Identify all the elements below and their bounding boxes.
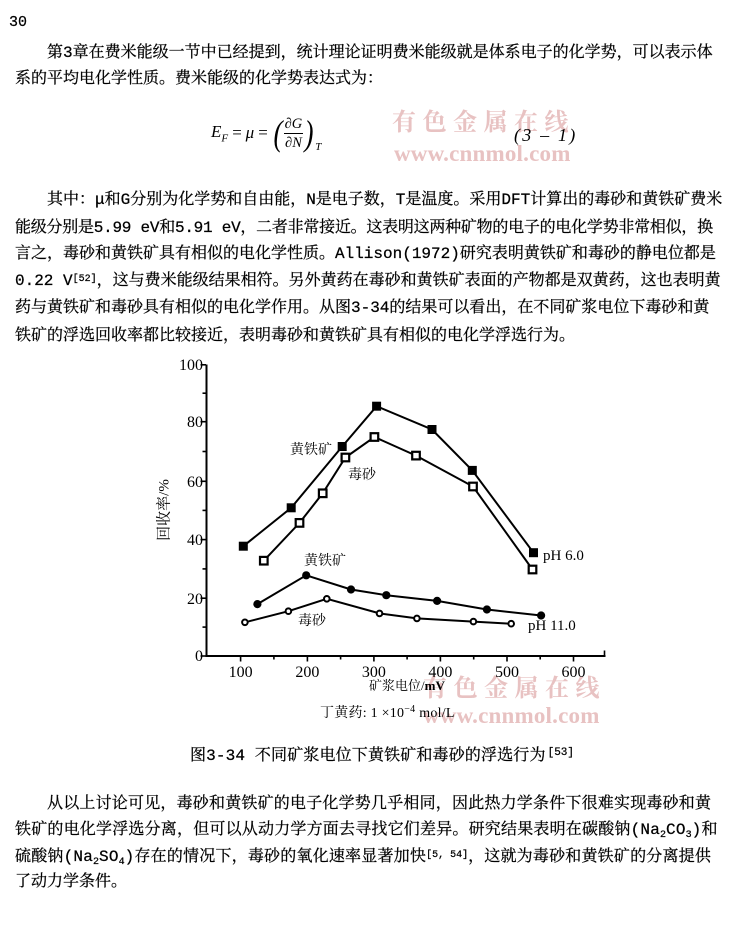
svg-text:丁黄药: 1 ×10−4 mol/L: 丁黄药: 1 ×10−4 mol/L — [320, 704, 455, 721]
svg-text:pH 11.0: pH 11.0 — [528, 618, 576, 634]
svg-text:矿浆电位/mV: 矿浆电位/mV — [369, 678, 445, 693]
svg-text:300: 300 — [362, 664, 386, 681]
svg-text:60: 60 — [187, 474, 203, 491]
svg-text:40: 40 — [187, 532, 203, 549]
svg-text:400: 400 — [428, 664, 452, 681]
svg-text:毒砂: 毒砂 — [298, 612, 327, 628]
svg-text:0: 0 — [195, 648, 203, 665]
svg-text:80: 80 — [187, 414, 203, 431]
svg-text:100: 100 — [229, 664, 253, 681]
svg-text:回收率/%: 回收率/% — [156, 479, 173, 541]
svg-text:600: 600 — [562, 664, 586, 681]
svg-text:黄铁矿: 黄铁矿 — [290, 441, 332, 457]
svg-text:500: 500 — [495, 664, 519, 681]
svg-text:100: 100 — [179, 357, 203, 374]
svg-text:毒砂: 毒砂 — [348, 466, 377, 482]
svg-text:200: 200 — [295, 664, 319, 681]
svg-text:20: 20 — [187, 591, 203, 608]
svg-text:黄铁矿: 黄铁矿 — [304, 552, 346, 568]
svg-text:pH 6.0: pH 6.0 — [543, 548, 584, 564]
